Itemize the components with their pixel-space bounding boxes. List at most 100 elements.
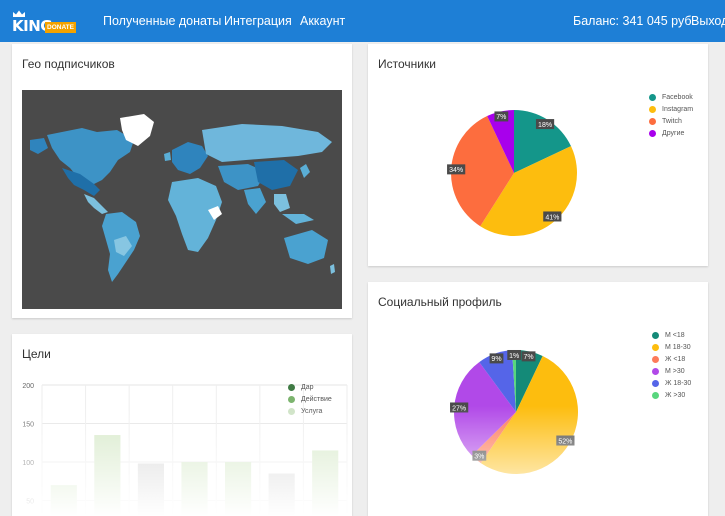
map-africa[interactable] (168, 178, 222, 252)
goals-card-title: Цели (22, 347, 51, 361)
legend-dot (288, 383, 295, 391)
sources-data-label: 7% (496, 114, 506, 121)
map-central-america[interactable] (84, 194, 108, 214)
social-slice-ж-30[interactable] (512, 350, 516, 412)
sources-pie-chart: 18% 41% 34% 7% (447, 110, 577, 237)
social-label-box (521, 351, 536, 362)
legend-dot (649, 129, 656, 137)
map-australia[interactable] (284, 230, 328, 264)
sources-data-label: 34% (449, 167, 463, 174)
legend-label: Действие (301, 395, 332, 403)
sources-legend-item[interactable]: Другие (649, 127, 693, 139)
legend-dot (649, 93, 656, 101)
social-legend-item[interactable]: М 18-30 (652, 341, 691, 353)
sources-card-title: Источники (378, 57, 436, 71)
legend-dot (652, 355, 659, 363)
goals-legend-item[interactable]: Дар (288, 381, 332, 393)
sources-slice-facebook[interactable] (514, 110, 572, 173)
legend-dot (652, 391, 659, 399)
sources-legend-item[interactable]: Facebook (649, 91, 693, 103)
map-indonesia[interactable] (282, 214, 314, 224)
world-map[interactable] (22, 90, 342, 309)
legend-label: М <18 (665, 331, 685, 339)
social-data-label: 7% (524, 354, 534, 361)
social-slice-м-18[interactable] (516, 350, 543, 412)
legend-label: Дар (301, 383, 314, 391)
map-alaska[interactable] (30, 138, 48, 154)
top-navbar: KING DONATE Полученные донаты Интеграция… (0, 0, 725, 42)
map-north-america[interactable] (47, 128, 134, 185)
map-europe[interactable] (172, 142, 208, 174)
sources-slice-twitch[interactable] (451, 115, 514, 227)
legend-dot (652, 331, 659, 339)
social-card: Социальный профиль 7%52%3%27%9%1% М <18М… (368, 282, 708, 516)
brand-logo[interactable]: KING DONATE (11, 9, 76, 35)
social-legend-item[interactable]: М <18 (652, 329, 691, 341)
nav-link-account[interactable]: Аккаунт (300, 14, 346, 28)
map-india[interactable] (244, 188, 266, 214)
sources-label-box (543, 211, 562, 222)
legend-label: Ж 18-30 (665, 379, 692, 387)
social-legend: М <18 М 18-30 Ж <18 М >30 Ж 18-30 Ж >30 (652, 329, 691, 401)
social-legend-item[interactable]: Ж 18-30 (652, 377, 691, 389)
social-legend-item[interactable]: М >30 (652, 365, 691, 377)
world-map-svg (30, 114, 335, 282)
legend-dot (649, 105, 656, 113)
social-label-box (507, 349, 522, 360)
map-brazil[interactable] (114, 236, 132, 256)
sources-data-label: 18% (538, 122, 552, 129)
card-fade-overlay (368, 406, 708, 516)
goals-y-tick-label: 200 (22, 383, 34, 390)
nav-link-donations[interactable]: Полученные донаты (103, 14, 222, 28)
map-middle-asia[interactable] (218, 164, 266, 190)
legend-dot (652, 343, 659, 351)
legend-label: Другие (662, 129, 685, 137)
logo-text: KING (12, 17, 53, 35)
social-card-title: Социальный профиль (378, 295, 502, 309)
social-slice-ж-18-30[interactable] (479, 350, 516, 412)
legend-label: Instagram (662, 105, 694, 113)
sources-label-box (494, 111, 509, 122)
sources-label-box (447, 164, 466, 175)
crown-icon (13, 10, 25, 17)
sources-legend: Facebook Instagram Twitch Другие (649, 91, 693, 139)
goals-card: Цели 50100150200 ДарДействиеУслуга (12, 334, 352, 516)
legend-label: Ж <18 (665, 355, 686, 363)
sources-legend-item[interactable]: Instagram (649, 103, 693, 115)
sources-legend-item[interactable]: Twitch (649, 115, 693, 127)
legend-label: Facebook (662, 93, 693, 101)
map-new-zealand[interactable] (330, 264, 335, 274)
social-legend-item[interactable]: Ж <18 (652, 353, 691, 365)
map-southeast-asia[interactable] (274, 194, 290, 212)
legend-label: М >30 (665, 367, 685, 375)
sources-slice-другие[interactable] (487, 110, 514, 173)
sources-card: Источники 18% 41% 34% 7% Facebook Instagram T… (368, 44, 708, 266)
map-japan[interactable] (300, 164, 310, 178)
card-fade-overlay (12, 406, 352, 516)
social-data-label: 1% (509, 353, 519, 360)
legend-dot (649, 117, 656, 125)
map-usa[interactable] (62, 168, 100, 196)
geo-card: Гео подписчиков (12, 44, 352, 318)
logout-link[interactable]: Выход (691, 14, 725, 28)
map-greenland[interactable] (120, 114, 154, 146)
map-russia[interactable] (202, 124, 332, 162)
map-east-africa[interactable] (208, 206, 222, 220)
legend-label: Twitch (662, 117, 682, 125)
sources-label-box (535, 119, 555, 130)
legend-label: М 18-30 (665, 343, 691, 351)
map-china[interactable] (254, 160, 298, 190)
sources-data-label: 41% (545, 214, 559, 221)
goals-legend-item[interactable]: Действие (288, 393, 332, 405)
legend-label: Ж >30 (665, 391, 686, 399)
balance-display: Баланс: 341 045 руб. (573, 14, 695, 28)
legend-dot (652, 379, 659, 387)
social-data-label: 9% (491, 356, 501, 363)
map-uk[interactable] (164, 152, 171, 161)
legend-dot (652, 367, 659, 375)
geo-card-title: Гео подписчиков (22, 57, 115, 71)
social-label-box (489, 353, 504, 364)
nav-link-integration[interactable]: Интеграция (224, 14, 292, 28)
social-legend-item[interactable]: Ж >30 (652, 389, 691, 401)
legend-dot (288, 395, 295, 403)
